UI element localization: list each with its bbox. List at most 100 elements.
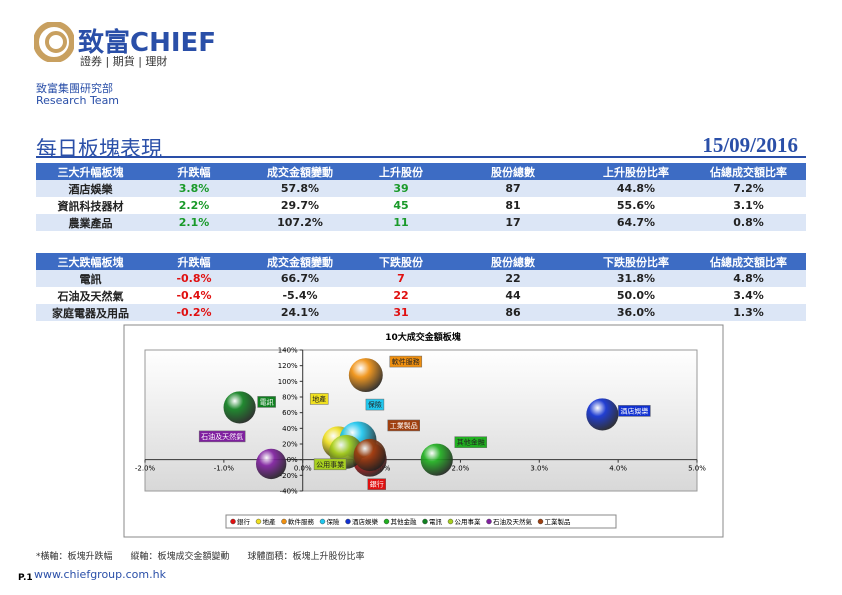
legend-marker	[447, 518, 454, 525]
legend-label: 石油及天然氣	[493, 517, 533, 526]
cell: 2.1%	[145, 214, 243, 231]
legend-label: 公用事業	[455, 517, 482, 526]
x-tick-label: 5.0%	[688, 465, 706, 473]
cell: -0.8%	[145, 270, 243, 287]
cell: 酒店娛樂	[36, 180, 145, 197]
footnote: *橫軸：板塊升跌幅 縱軸：板塊成交金額變動 球體面積：板塊上升股份比率	[36, 552, 365, 562]
cell: 31	[357, 304, 445, 321]
column-header: 成交金額變動	[243, 163, 357, 180]
title: 每日板塊表現	[36, 137, 162, 161]
cell: 50.0%	[616, 289, 656, 302]
cell: 7.2%	[691, 180, 806, 197]
column-header: 股份總數	[445, 253, 581, 270]
legend-marker	[422, 518, 428, 525]
x-tick-label: 4.0%	[609, 465, 627, 473]
bubble	[223, 391, 256, 424]
bubble-label-box	[454, 436, 488, 448]
y-tick-label: 80%	[282, 394, 298, 402]
bubble-label-box	[257, 396, 276, 408]
column-header: 下跌股份	[357, 253, 445, 270]
y-tick-label: 140%	[278, 347, 298, 355]
x-tick-label: 3.0%	[530, 465, 548, 473]
bubble	[348, 358, 383, 393]
cell: 66.7%	[243, 270, 357, 287]
cell: 7	[357, 270, 445, 287]
bubble-label-box	[387, 419, 420, 432]
bubble	[353, 438, 386, 472]
cell: 4.8%	[691, 270, 806, 287]
bubble-label-box	[198, 430, 246, 443]
cell: 44.8%	[581, 180, 691, 197]
legend-marker	[230, 518, 236, 525]
cell: 55.6%	[616, 199, 656, 212]
y-tick-label: 60%	[282, 409, 298, 417]
cell: 資訊科技器材	[57, 199, 124, 213]
legend-label: 銀行	[237, 517, 251, 526]
column-header: 升跌幅	[145, 253, 243, 270]
legend-marker	[383, 518, 390, 525]
y-tick-label: 40%	[282, 425, 298, 433]
y-tick-label: 0%	[287, 456, 298, 464]
cell: 2.2%	[178, 199, 210, 212]
column-header: 三大升幅板塊	[36, 163, 145, 180]
cell: 3.4%	[733, 289, 764, 302]
bubble-label: 酒店娛樂	[620, 406, 648, 415]
bubble	[339, 421, 377, 459]
cell: 87	[445, 180, 581, 197]
column-header: 成交金額變動	[243, 253, 357, 270]
column-header: 上升股份	[357, 163, 445, 180]
cell: -0.4%	[176, 289, 212, 302]
column-header: 股份總數	[445, 163, 581, 180]
column-header: 升跌幅	[145, 163, 243, 180]
cell: 24.1%	[243, 304, 357, 321]
bubble-label-box	[313, 458, 347, 471]
bubble-label: 其他金融	[457, 438, 485, 447]
y-tick-label: 100%	[278, 378, 298, 386]
cell: 0.8%	[691, 214, 806, 231]
chart-title: 10大成交金額板塊	[385, 331, 461, 343]
cell: 31.8%	[581, 270, 691, 287]
cell: 44	[505, 289, 521, 302]
legend-marker	[537, 518, 544, 525]
cell: 11	[357, 214, 445, 231]
bubble-label: 石油及天然氣	[201, 432, 243, 441]
cell: 36.0%	[581, 304, 691, 321]
column-header: 下跌股份比率	[581, 253, 691, 270]
bubble	[255, 448, 287, 480]
legend-label: 地產	[263, 517, 277, 526]
column-header: 三大跌幅板塊	[36, 253, 145, 270]
y-tick-label: 20%	[282, 441, 298, 449]
y-tick-label: -20%	[280, 472, 298, 480]
brand: 致富CHIEF	[78, 28, 217, 58]
legend-label: 其他金融	[391, 517, 418, 526]
bubble	[322, 426, 355, 459]
cell: 81	[505, 199, 521, 212]
table: 三大升幅板塊 升跌幅 成交金額變動 上升股份 股份總數 上升股份比率 佔總成交額比率 酒店娛樂…	[36, 163, 806, 231]
cell: 57.8%	[243, 180, 357, 197]
url: www.chiefgroup.com.hk	[34, 568, 166, 581]
legend-marker	[319, 518, 326, 525]
legend-marker	[345, 518, 351, 525]
logo-icon	[34, 22, 74, 62]
cell: -5.4%	[282, 289, 318, 302]
legend-label: 保險	[327, 517, 341, 526]
column-header: 佔總成交額比率	[691, 253, 806, 270]
legend-label: 工業製品	[545, 517, 571, 526]
dept: 致富集團研究部	[36, 82, 113, 95]
bubble	[586, 398, 619, 431]
x-tick-label: -2.0%	[135, 465, 156, 473]
table: 三大跌幅板塊 升跌幅 成交金額變動 下跌股份 股份總數 下跌股份比率 佔總成交額比率 電訊 -0…	[36, 253, 806, 321]
bubble-label-box	[618, 405, 651, 417]
bubble-label-box	[365, 398, 385, 411]
cell: 家庭電器及用品	[36, 304, 145, 321]
bubble	[352, 442, 387, 477]
legend-marker	[486, 518, 492, 525]
bubble-label-box	[309, 393, 329, 405]
chart-frame	[123, 324, 724, 538]
bubble-label: 銀行	[370, 480, 384, 489]
bubble-label: 地產	[312, 394, 326, 403]
cell: 39	[357, 180, 445, 197]
cell: 1.3%	[691, 304, 806, 321]
legend-label: 酒店娛樂	[352, 517, 379, 526]
